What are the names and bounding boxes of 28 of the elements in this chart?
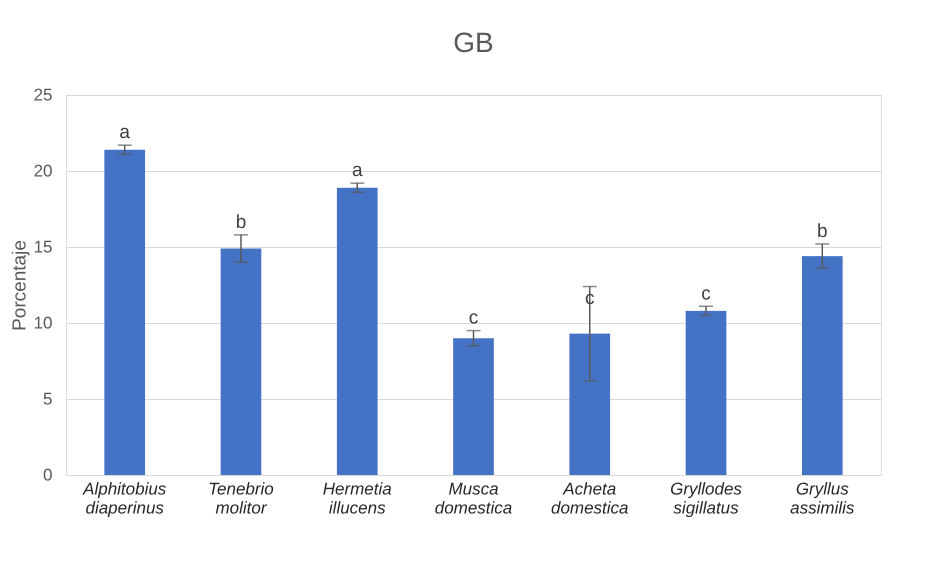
bar: [686, 310, 726, 475]
x-tick-label: Hermetia illucens: [322, 480, 392, 518]
y-tick-label: 0: [43, 466, 52, 484]
bar: [220, 248, 262, 475]
bar: [453, 338, 494, 475]
y-tick-label: 5: [43, 390, 52, 408]
annotation: a: [119, 122, 130, 144]
annotation: b: [817, 220, 828, 242]
y-tick-label: 10: [34, 314, 52, 332]
annotation: b: [236, 212, 246, 233]
x-tick-label: Alphitobius diaperinus: [82, 480, 167, 518]
bar: [336, 188, 378, 475]
chart-title: GB: [453, 27, 494, 58]
x-tick-label: Tenebrio molitor: [208, 480, 274, 518]
bar: [569, 334, 610, 475]
annotation: a: [352, 160, 363, 182]
annotation: c: [468, 308, 478, 329]
x-tick-label: Musca domestica: [434, 480, 512, 518]
x-tick-label: Acheta domestica: [551, 480, 629, 518]
y-tick-label: 15: [34, 238, 52, 256]
x-tick-label: Gryllus assimilis: [790, 480, 855, 518]
y-axis-title: Porcentaje: [10, 240, 31, 331]
annotation: c: [701, 283, 711, 304]
y-tick-label: 20: [34, 162, 52, 180]
x-tick-label: Gryllodes sigillatus: [670, 480, 742, 518]
y-tick-label: 25: [34, 86, 52, 104]
bar: [802, 256, 843, 475]
bar: [104, 150, 146, 475]
